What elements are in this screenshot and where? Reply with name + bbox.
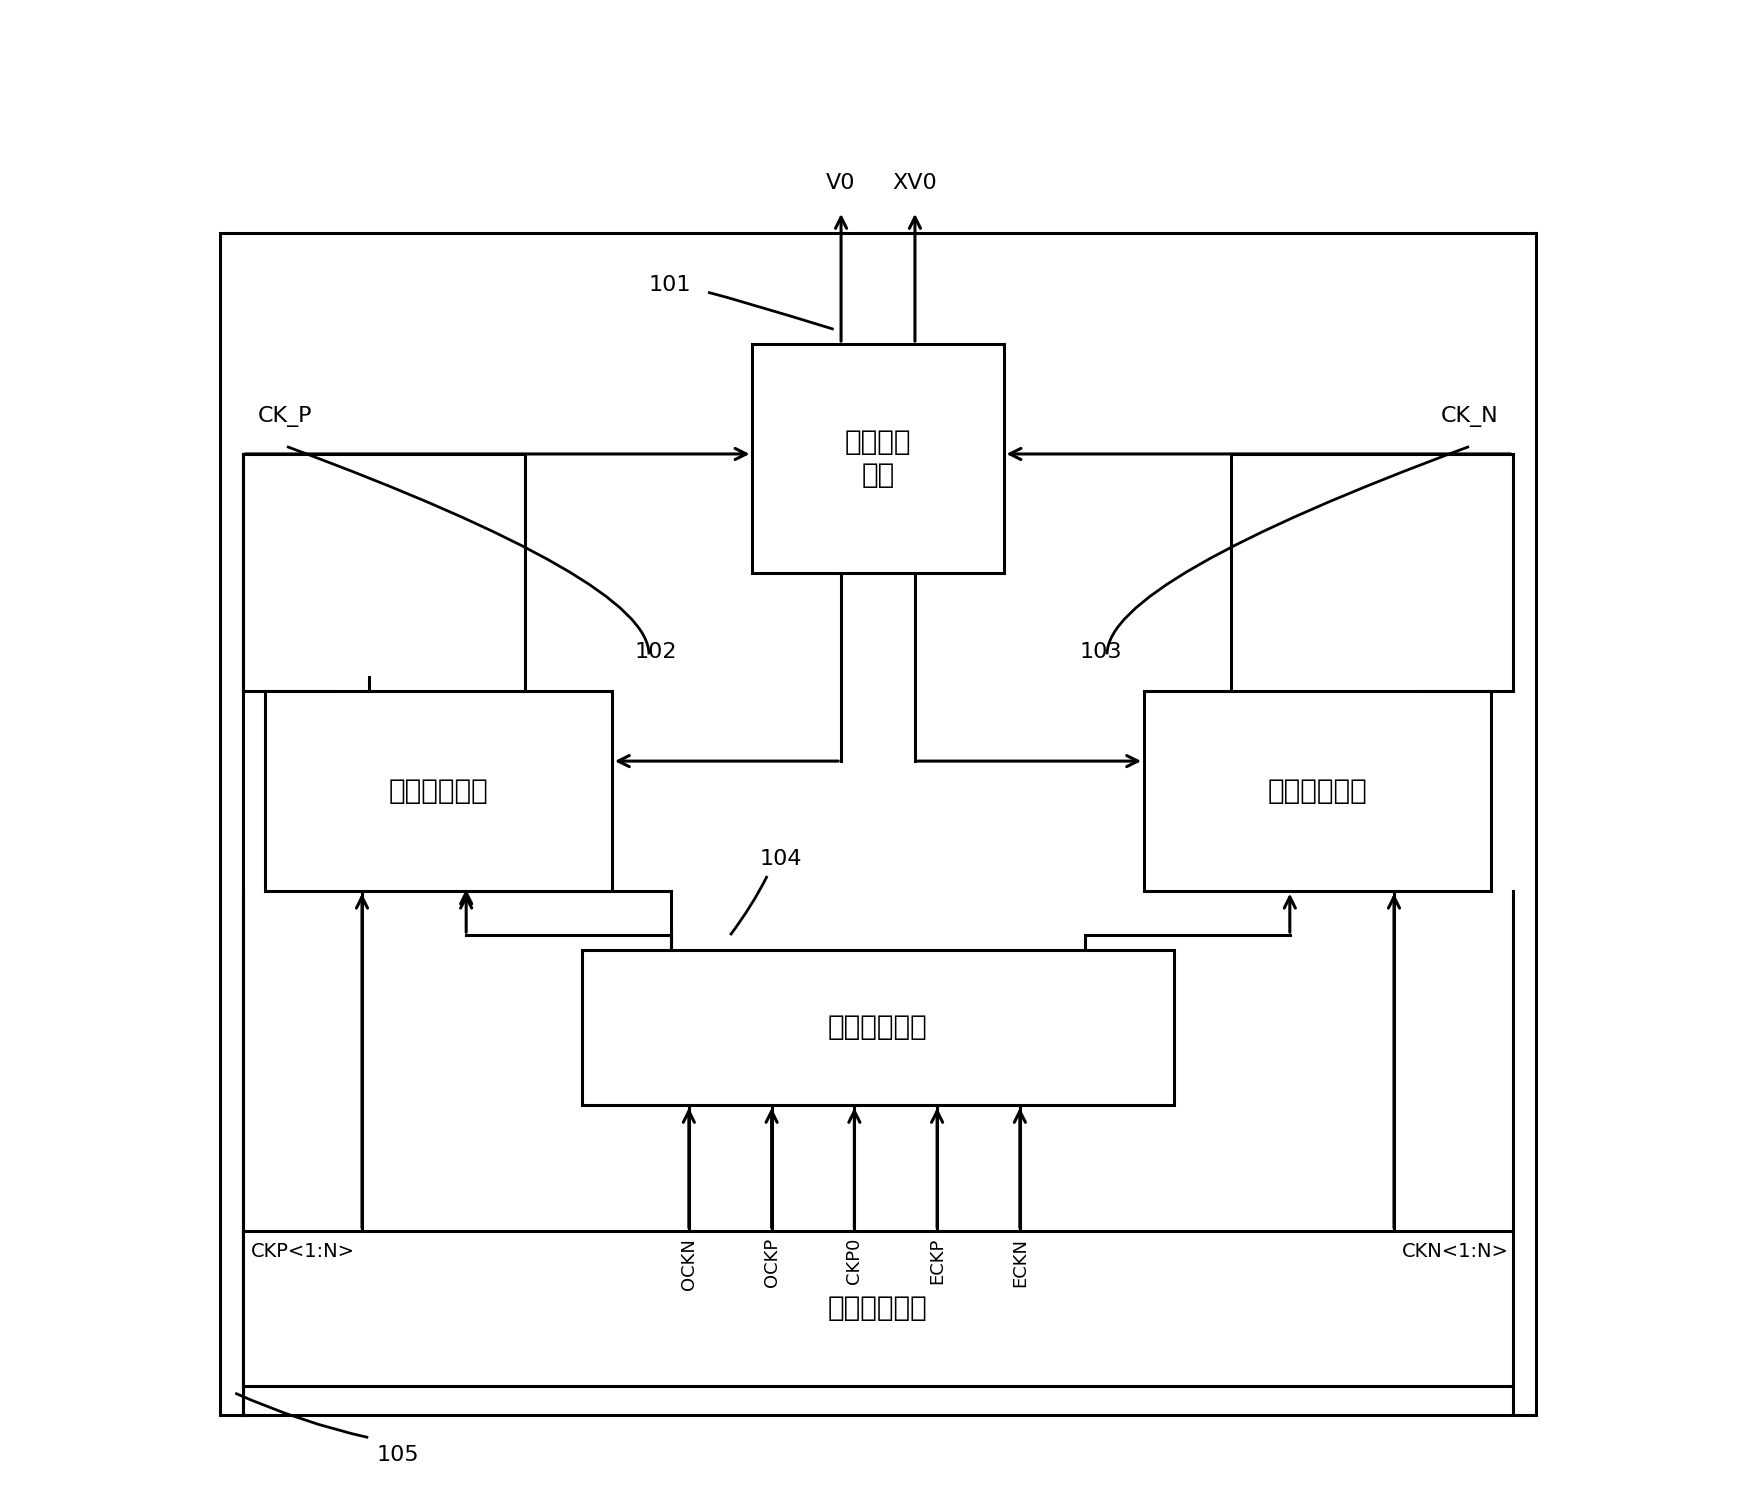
Text: CKP<1:N>: CKP<1:N>	[251, 1242, 355, 1262]
Text: CK_P: CK_P	[258, 406, 312, 428]
Text: 102: 102	[634, 642, 676, 661]
Text: 负高压电荷泵: 负高压电荷泵	[1267, 777, 1367, 805]
Bar	[751, 345, 1004, 574]
Text: ECKP: ECKP	[928, 1238, 946, 1284]
Text: 极性转换
电路: 极性转换 电路	[844, 428, 911, 489]
Text: XV0: XV0	[892, 174, 937, 193]
Text: OCKN: OCKN	[679, 1238, 697, 1290]
Bar	[265, 691, 612, 890]
Bar	[583, 950, 1172, 1106]
Bar	[1143, 691, 1490, 890]
Text: OCKP: OCKP	[762, 1238, 781, 1287]
Text: 105: 105	[376, 1444, 419, 1465]
Text: CKP0: CKP0	[844, 1238, 863, 1284]
Text: CKN<1:N>: CKN<1:N>	[1400, 1242, 1508, 1262]
Bar	[221, 233, 1534, 1415]
Text: 时钟产生电路: 时钟产生电路	[828, 1294, 927, 1323]
Text: ECKN: ECKN	[1011, 1238, 1028, 1287]
Text: 101: 101	[649, 275, 691, 294]
Bar	[242, 1230, 1513, 1386]
Text: 104: 104	[760, 849, 802, 869]
Text: V0: V0	[827, 174, 855, 193]
Text: 103: 103	[1079, 642, 1121, 661]
Text: CK_N: CK_N	[1441, 406, 1497, 428]
Text: 正高压电荷泵: 正高压电荷泵	[388, 777, 488, 805]
Text: 耦合电容电路: 耦合电容电路	[828, 1013, 927, 1042]
